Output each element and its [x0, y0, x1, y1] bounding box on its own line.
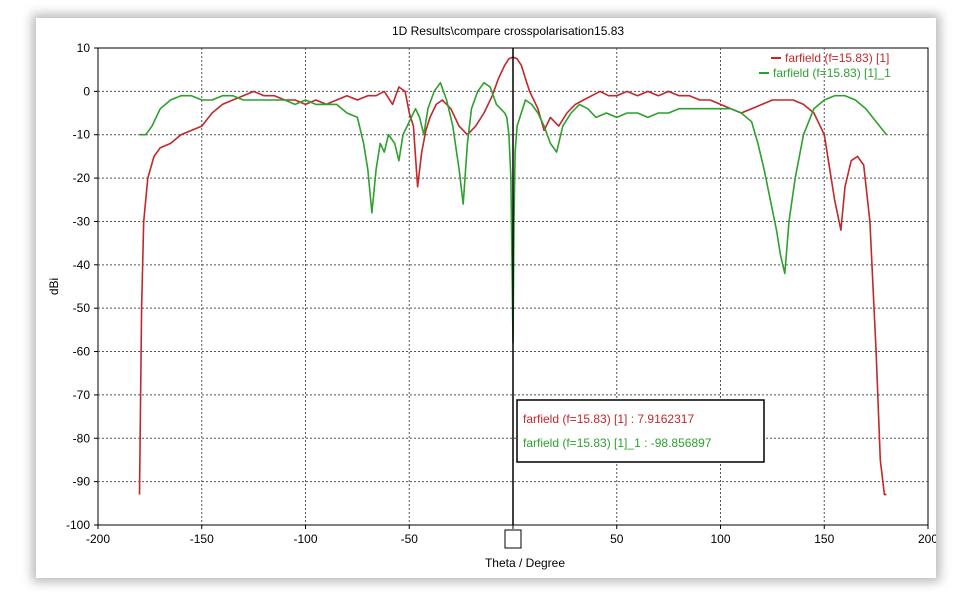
x-tick-label: -200 — [86, 532, 110, 546]
chart-frame: 1D Results\compare crosspolarisation15.8… — [36, 18, 936, 578]
x-tick-label: 200 — [918, 532, 936, 546]
x-tick-label: 50 — [610, 532, 624, 546]
y-tick-label: 10 — [77, 41, 91, 55]
marker-series2-value: -98.856897 — [651, 436, 712, 450]
y-tick-label: -40 — [73, 258, 91, 272]
x-tick-label: -100 — [293, 532, 317, 546]
y-tick-label: -100 — [66, 518, 90, 532]
y-tick-label: -10 — [73, 128, 91, 142]
cursor-x-label-box — [504, 529, 522, 549]
marker-readout-box: farfield (f=15.83) [1] : 7.9162317 farfi… — [516, 399, 765, 463]
legend-label-2: farfield (f=15.83) [1]_1 — [773, 66, 891, 80]
y-tick-label: 0 — [83, 84, 90, 98]
axis-ticks: -200-150-100-50050100150200100-10-20-30-… — [66, 41, 936, 546]
series-lines — [138, 56, 888, 496]
y-tick-label: -30 — [73, 214, 91, 228]
y-tick-label: -50 — [73, 301, 91, 315]
legend-label-1: farfield (f=15.83) [1] — [785, 51, 889, 65]
x-tick-label: -150 — [190, 532, 214, 546]
y-tick-label: -70 — [73, 388, 91, 402]
series-line-2 — [139, 81, 888, 344]
y-axis-label: dBi — [47, 278, 61, 295]
x-axis-label: Theta / Degree — [485, 556, 565, 570]
x-tick-label: 150 — [814, 532, 834, 546]
marker-readout-series2: farfield (f=15.83) [1]_1 : -98.856897 — [523, 436, 712, 450]
y-tick-label: -80 — [73, 431, 91, 445]
marker-readout-border — [516, 399, 765, 463]
chart-title: 1D Results\compare crosspolarisation15.8… — [392, 24, 624, 38]
marker-series2-label: farfield (f=15.83) [1]_1 : — [523, 436, 651, 450]
y-tick-label: -90 — [73, 475, 91, 489]
y-tick-label: -20 — [73, 171, 91, 185]
y-tick-label: -60 — [73, 345, 91, 359]
legend: farfield (f=15.83) [1]farfield (f=15.83)… — [759, 51, 891, 80]
series-line-1 — [138, 56, 887, 496]
marker-series1-value: 7.9162317 — [637, 412, 694, 426]
x-tick-label: -50 — [401, 532, 419, 546]
chart-canvas: 1D Results\compare crosspolarisation15.8… — [47, 24, 936, 570]
marker-readout-series1: farfield (f=15.83) [1] : 7.9162317 — [523, 412, 694, 426]
x-tick-label: 100 — [710, 532, 730, 546]
marker-series1-label: farfield (f=15.83) [1] : — [523, 412, 637, 426]
